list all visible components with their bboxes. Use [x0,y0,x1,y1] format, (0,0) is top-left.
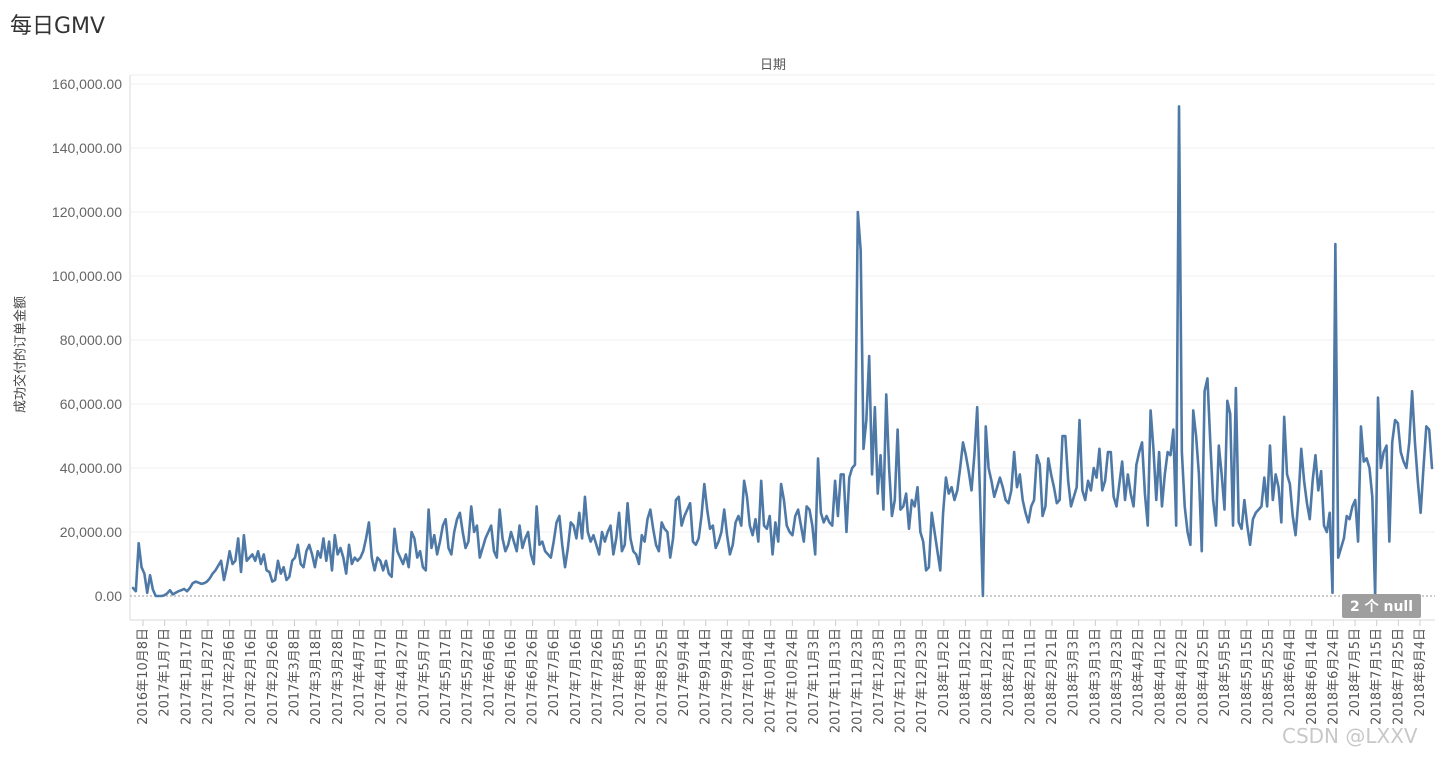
x-tick-label: 2017年7月16日 [569,628,584,725]
x-tick-label: 2018年1月2日 [937,628,952,717]
x-tick-label: 2017年5月27日 [461,628,476,725]
x-tick-label: 2017年8月25日 [655,628,670,725]
x-tick-label: 2017年2月16日 [244,628,259,725]
x-tick-label: 2018年4月2日 [1132,628,1147,717]
x-tick-label: 2017年11月13日 [829,628,844,733]
x-tick-label: 2017年3月18日 [309,628,324,725]
x-tick-label: 2018年3月13日 [1088,628,1103,725]
x-tick-label: 2018年1月12日 [958,628,973,725]
x-tick-label: 2017年7月6日 [547,628,562,717]
x-tick-label: 2018年3月23日 [1110,628,1125,725]
x-tick-label: 2017年1月17日 [179,628,194,725]
x-tick-label: 2018年2月11日 [1023,628,1038,725]
x-tick-label: 2017年12月3日 [872,628,887,725]
series-layer[interactable] [131,105,1434,598]
y-tick-label: 20,000.00 [60,524,122,540]
x-axis: 2016年10月8日 2017年1月7日 2017年1月17日 2017年1月27日 2… [136,620,1428,733]
x-tick-label: 2017年10月4日 [742,628,757,725]
series-line-daily-gmv[interactable] [131,105,1434,598]
x-tick-label: 2018年6月14日 [1305,628,1320,725]
x-tick-label: 2017年5月7日 [417,628,432,717]
x-tick-label: 2018年5月15日 [1240,628,1255,725]
null-count-badge[interactable]: 2 个 null [1342,594,1422,618]
x-tick-label: 2017年6月6日 [482,628,497,717]
x-tick-label: 2018年4月25日 [1197,628,1212,725]
y-axis: 0.00 20,000.00 40,000.00 60,000.00 80,000.00… [52,76,122,604]
x-tick-label: 2017年8月15日 [634,628,649,725]
column-header-date: 日期 [760,58,787,73]
x-tick-label: 2017年9月4日 [677,628,692,717]
y-tick-label: 120,000.00 [52,204,122,220]
y-tick-label: 140,000.00 [52,140,122,156]
plot-frame [129,74,1435,621]
x-tick-label: 2018年4月22日 [1175,628,1190,725]
y-tick-label: 60,000.00 [60,396,122,412]
x-tick-label: 2016年10月8日 [136,628,151,725]
x-tick-label: 2017年4月7日 [352,628,367,717]
x-tick-label: 2018年5月25日 [1261,628,1276,725]
y-tick-label: 80,000.00 [60,332,122,348]
x-tick-label: 2017年4月17日 [374,628,389,725]
x-tick-label: 2017年8月5日 [612,628,627,717]
x-tick-label: 2017年2月26日 [266,628,281,725]
x-tick-label: 2018年7月15日 [1370,628,1385,725]
x-tick-label: 2018年7月5日 [1348,628,1363,717]
x-tick-label: 2017年12月13日 [894,628,909,733]
x-tick-label: 2017年9月24日 [720,628,735,725]
x-tick-label: 2018年4月12日 [1153,628,1168,725]
x-tick-label: 2017年6月16日 [504,628,519,725]
x-tick-label: 2017年3月8日 [288,628,303,717]
x-tick-label: 2017年1月7日 [158,628,173,717]
watermark: CSDN @LXXV [1282,724,1418,748]
x-tick-label: 2017年6月26日 [526,628,541,725]
x-tick-label: 2017年5月17日 [439,628,454,725]
x-tick-label: 2018年7月25日 [1391,628,1406,725]
x-tick-label: 2017年7月26日 [591,628,606,725]
x-tick-label: 2017年11月3日 [807,628,822,725]
x-tick-label: 2017年4月27日 [396,628,411,725]
x-tick-label: 2017年2月6日 [223,628,238,717]
x-tick-label: 2018年2月1日 [1002,628,1017,717]
x-tick-label: 2018年1月22日 [980,628,995,725]
x-tick-label: 2017年9月14日 [699,628,714,725]
x-tick-label: 2018年2月21日 [1045,628,1060,725]
x-tick-label: 2018年6月4日 [1283,628,1298,717]
x-tick-label: 2017年10月14日 [764,628,779,733]
x-tick-label: 2018年5月5日 [1218,628,1233,717]
x-tick-label: 2017年10月24日 [785,628,800,733]
x-tick-label: 2018年3月3日 [1067,628,1082,717]
x-tick-label: 2018年8月4日 [1413,628,1428,717]
y-tick-label: 160,000.00 [52,76,122,92]
x-tick-label: 2017年11月23日 [850,628,865,733]
y-tick-label: 40,000.00 [60,460,122,476]
x-tick-label: 2017年3月28日 [331,628,346,725]
y-tick-label: 100,000.00 [52,268,122,284]
x-tick-label: 2017年1月27日 [201,628,216,725]
x-tick-label: 2017年12月23日 [915,628,930,733]
y-tick-label: 0.00 [95,588,122,604]
page-title: 每日GMV [10,14,106,39]
x-tick-label: 2018年6月24日 [1326,628,1341,725]
